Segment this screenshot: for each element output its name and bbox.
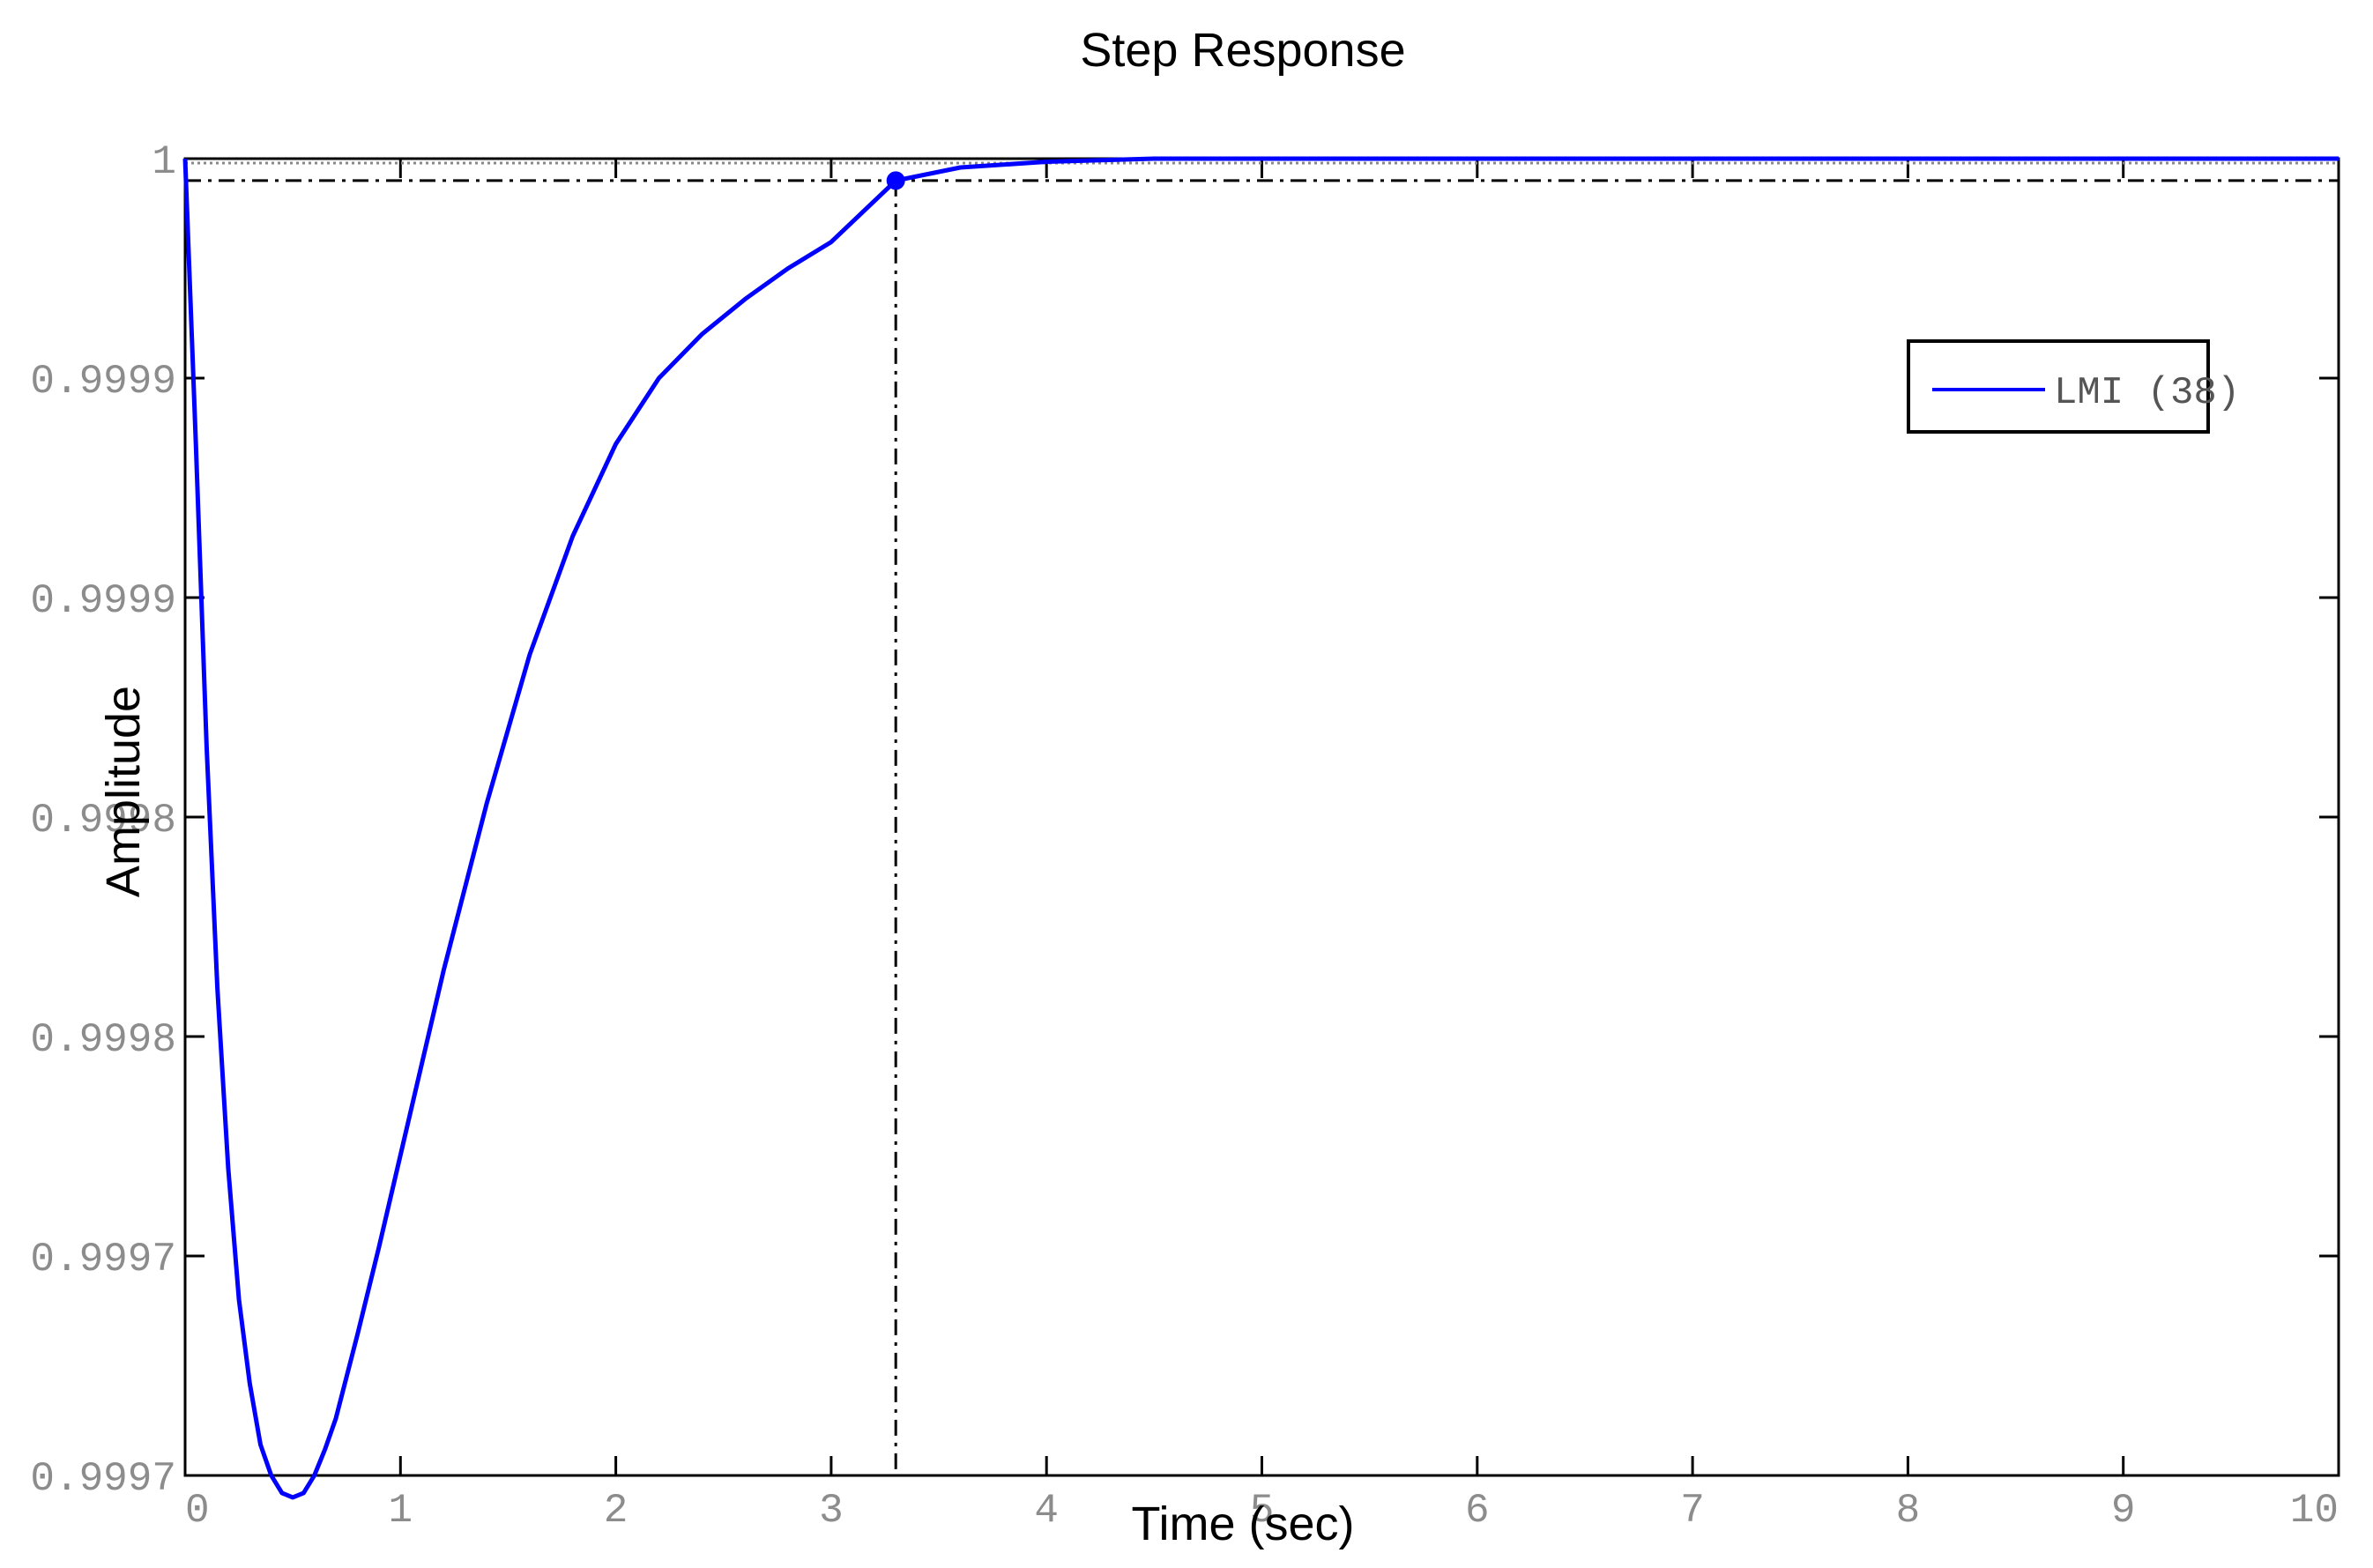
x-axis-label: Time (sec) (1132, 1497, 1355, 1550)
x-tick-label: 9 (2111, 1488, 2136, 1534)
x-tick-label: 10 (2290, 1488, 2339, 1534)
x-tick-label: 7 (1680, 1488, 1705, 1534)
x-tick-label: 3 (819, 1488, 844, 1534)
legend-box (1907, 339, 2210, 434)
legend: LMI (38) (1907, 339, 2240, 434)
y-tick-label: 1 (152, 139, 176, 185)
y-tick-label: 0.9998 (30, 1017, 176, 1063)
x-tick-label: 4 (1034, 1488, 1059, 1534)
y-tick-label: 0.9997 (30, 1456, 176, 1502)
x-tick-label: 6 (1465, 1488, 1490, 1534)
y-tick-label: 0.9998 (30, 798, 176, 843)
x-tick-label: 8 (1896, 1488, 1921, 1534)
series-group (182, 156, 2339, 1500)
y-tick-label: 0.9997 (30, 1237, 176, 1282)
x-tick-label: 1 (388, 1488, 413, 1534)
x-tick-label: 2 (604, 1488, 629, 1534)
y-axis-label: Amplitude (97, 686, 150, 897)
y-tick-label: 0.9999 (30, 359, 176, 405)
reference-lines (185, 161, 2339, 1475)
x-tick-label: 5 (1250, 1488, 1275, 1534)
settling-time-marker[interactable] (886, 171, 905, 190)
y-tick-label: 0.9999 (30, 578, 176, 624)
series-line (182, 156, 2339, 1500)
y-axis-ticks: 0.9997 0.9997 0.9998 0.9998 0.9999 0.9999 1 (30, 139, 2339, 1502)
legend-label: LMI (38) (2054, 371, 2240, 415)
x-axis-ticks: 0 1 2 3 4 5 6 7 8 9 10 (183, 159, 2340, 1534)
x-tick-label: 0 (185, 1488, 210, 1534)
chart-title: Step Response (1080, 24, 1405, 77)
